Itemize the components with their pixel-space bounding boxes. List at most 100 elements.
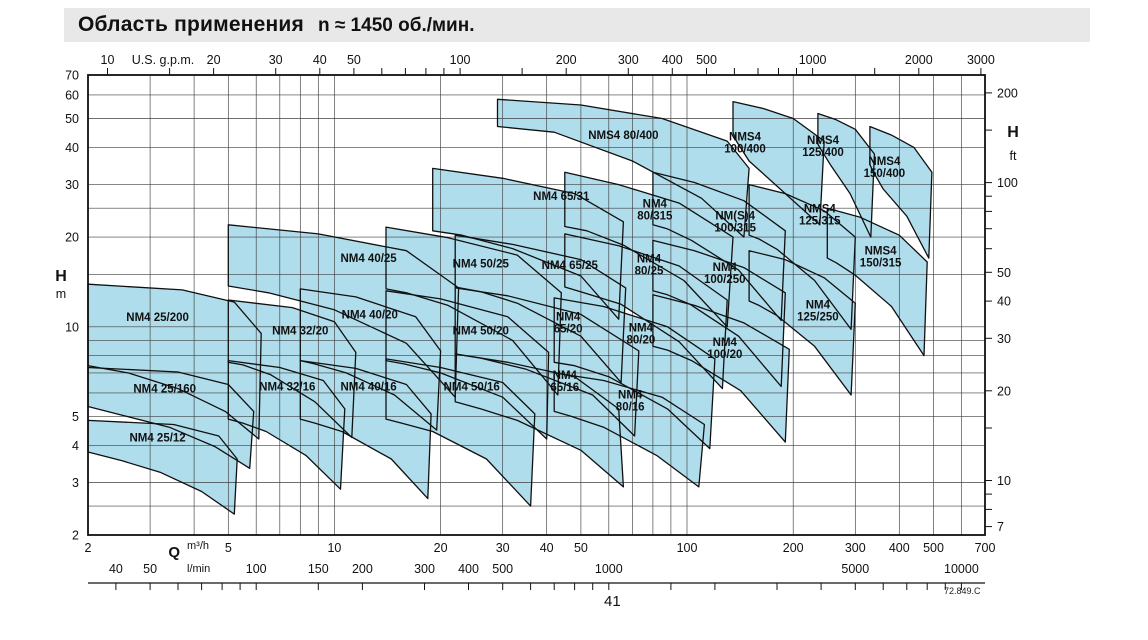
pump-region-outline-nm4-100-20 [652,294,790,443]
title-bar: Область применения n ≈ 1450 об./мин. [64,8,1090,42]
region-label-nm4-25-12: NM4 25/12 [129,433,185,445]
pump-region-outline-nm-s-4-100-315 [652,171,786,322]
axis-tick-label: 400 [889,541,910,555]
region-label-nm4-65-20: NM4 65/20 [554,312,583,336]
region-label-nm4-80-20: NM4 80/20 [627,322,656,346]
axis-tick-label: 50 [65,112,79,126]
head-axis-unit-left: m [56,287,66,301]
gpm-axis-title: U.S. g.p.m. [132,53,195,67]
axis-tick-label: 500 [696,53,717,67]
axis-tick-label: 20 [997,384,1011,398]
flow-axis-unit-lmin: l/min [187,563,210,575]
axis-tick-label: 300 [845,541,866,555]
pump-region-fill-nms4-100-400 [733,101,825,225]
pump-region-fill-nms4-150-315 [827,208,928,356]
pump-region-outline-nm4-25-160 [87,366,255,469]
pump-region-outline-nm4-125-250 [748,250,856,396]
pump-region-labels: NM4 25/12 NM4 25/160 NM4 25/200 NM4 32/16 NM… [126,130,905,444]
region-label-nm4-25-160: NM4 25/160 [133,384,196,396]
region-label-nms4-125-400: NMS4 125/400 [802,135,844,159]
axis-tick-label: 2 [72,529,79,543]
axis-tick-label: 100 [997,176,1018,190]
axis-tick-label: 10 [65,320,79,334]
pump-region-outlines [87,98,933,515]
pump-region-outline-nm4-32-16 [227,359,346,490]
pump-region-outline-nm4-80-16 [553,372,706,488]
region-label-nms4-125-315: NMS4 125/315 [799,204,841,228]
axis-tick-label: 200 [352,562,373,576]
axis-tick-label: 20 [65,231,79,245]
region-label-nm4-80-315: NM4 80/315 [637,198,673,222]
axis-tick-label: 5 [72,410,79,424]
axis-tick-label: 150 [308,562,329,576]
axis-tick-label: 2000 [905,53,933,67]
axis-tick-label: 50 [143,562,157,576]
region-label-nm-s-4-100-315: NM(S)4 100/315 [714,211,756,235]
axis-tick-label: 3 [72,476,79,490]
pump-region-outline-nms4-100-400 [732,100,825,226]
axis-tick-label: 40 [540,541,554,555]
axis-tick-label: 40 [997,295,1011,309]
pump-region-fill-nm4-25-200 [88,284,262,439]
region-label-nms4-80-400: NMS4 80/400 [588,130,658,142]
region-label-nm4-80-25: NM4 80/25 [635,254,664,278]
pump-region-fill-nms4-150-400 [869,126,932,259]
region-label-nm4-80-16: NM4 80/16 [616,389,645,413]
axis-tick-label: 20 [207,53,221,67]
region-label-nm4-40-16: NM4 40/16 [340,382,396,394]
axis-tick-label: 1000 [799,53,827,67]
pump-region-fill-nms4-80-400 [497,99,750,238]
pump-region-outline-nms4-150-315 [826,207,928,357]
pump-region-outline-nm4-50-16 [385,358,536,507]
region-label-nm4-50-16: NM4 50/16 [444,382,500,394]
axis-tick-label: 50 [574,541,588,555]
flow-axis-symbol: Q [168,544,180,561]
axis-tick-label: 60 [65,88,79,102]
region-label-nm4-40-20: NM4 40/20 [342,309,398,321]
axis-tick-label: 7 [997,520,1004,534]
region-label-nms4-100-400: NMS4 100/400 [724,132,766,156]
pump-region-outline-nm4-25-12 [87,419,238,515]
axis-tick-label: 200 [783,541,804,555]
region-label-nm4-65-31: NM4 65/31 [533,191,590,203]
axis-tick-label: 2 [85,541,92,555]
region-label-nm4-32-16: NM4 32/16 [259,382,315,394]
pump-region-outline-nms4-125-315 [748,183,856,331]
axis-tick-label: 1000 [595,562,623,576]
pump-region-outline-nm4-32-20 [227,299,357,439]
pump-region-outline-nms4-150-400 [869,125,933,259]
axis-tick-label: 4 [72,439,79,453]
axis-tick-label: 100 [450,53,471,67]
region-label-nm4-100-250: NM4 100/250 [704,262,746,286]
axis-tick-label: 300 [414,562,435,576]
region-label-nms4-150-315: NMS4 150/315 [860,246,902,270]
axis-tick-label: 10 [997,474,1011,488]
region-label-nm4-125-250: NM4 125/250 [797,300,839,324]
axis-tick-label: 200 [997,86,1018,100]
axis-tick-label: 5 [225,541,232,555]
pump-region-outline-nm4-25-200 [87,283,262,440]
axis-tick-label: 30 [65,178,79,192]
pump-region-outline-nm4-50-20 [385,290,550,440]
axis-tick-label: 20 [434,541,448,555]
axis-tick-label: 500 [492,562,513,576]
head-axis-symbol-left: H [55,268,67,285]
region-label-nm4-65-16: NM4 65/16 [550,370,579,394]
axis-tick-label: 5000 [841,562,869,576]
region-label-nm4-100-20: NM4 100/20 [707,337,742,361]
region-label-nm4-50-25: NM4 50/25 [453,259,510,271]
region-label-nms4-150-400: NMS4 150/400 [864,156,906,180]
pump-region-outline-nm4-80-20 [553,297,716,450]
region-label-nm4-32-20: NM4 32/20 [272,326,328,338]
axis-tick-label: 40 [313,53,327,67]
axis-tick-label: 500 [923,541,944,555]
axis-tick-label: 700 [975,541,996,555]
axis-tick-label: 100 [677,541,698,555]
pump-region-outline-nm4-80-315 [564,171,734,328]
page-title: Область применения [78,13,304,36]
axis-tick-label: 50 [997,266,1011,280]
axis-tick-label: 10 [101,53,115,67]
pump-region-outline-nm4-65-16 [454,353,625,488]
pump-region-outline-nm4-80-25 [564,233,728,390]
pump-region-outline-nm4-65-25 [454,234,627,384]
